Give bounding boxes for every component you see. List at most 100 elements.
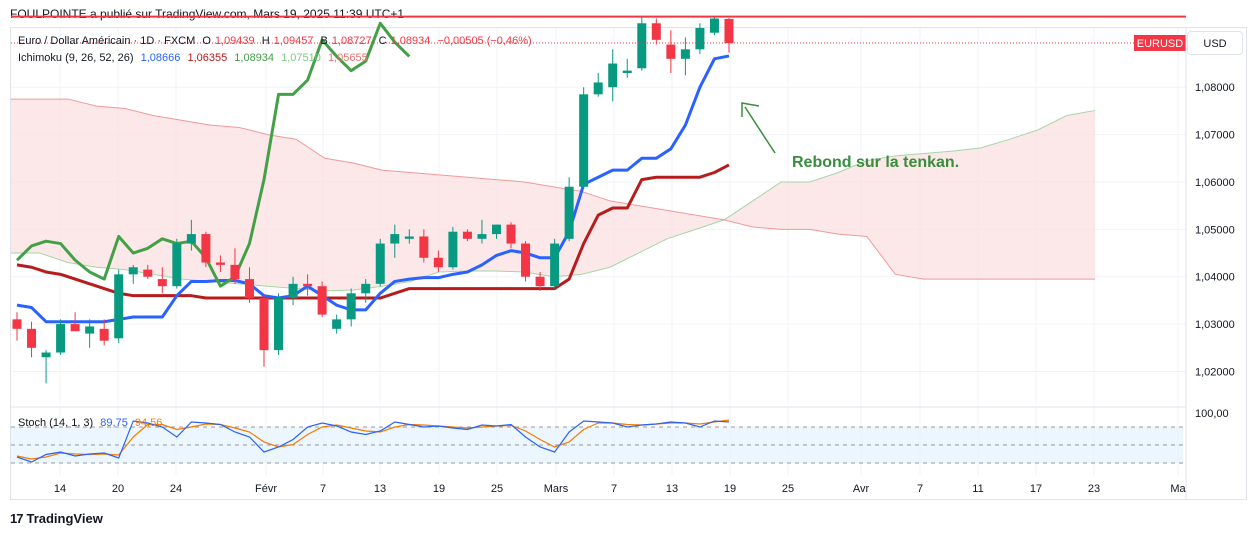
price-tick-label: 1,04000 bbox=[1195, 272, 1235, 284]
stochastic-pane: 100,00 bbox=[11, 408, 1229, 464]
candle-body bbox=[332, 319, 342, 329]
time-tick-label: 20 bbox=[112, 483, 124, 495]
close-value: 1,08934 bbox=[390, 35, 431, 47]
candle-body bbox=[56, 324, 66, 353]
high-value: 1,09457 bbox=[273, 35, 314, 47]
candle-body bbox=[215, 262, 225, 265]
candle-body bbox=[608, 63, 618, 88]
symbol-name[interactable]: Euro / Dollar Américain · 1D · FXCM bbox=[18, 35, 196, 47]
candle-body bbox=[491, 224, 501, 235]
candle-body bbox=[244, 279, 254, 299]
candle-body bbox=[433, 257, 443, 268]
candlesticks bbox=[12, 16, 734, 384]
ichimoku-legend[interactable]: Ichimoku (9, 26, 52, 26) 1,08666 1,06355… bbox=[18, 52, 372, 64]
time-tick-label: Avr bbox=[853, 483, 870, 495]
time-tick-label: 13 bbox=[666, 483, 678, 495]
time-tick-label: 13 bbox=[374, 483, 386, 495]
chikou-value: 1,08934 bbox=[234, 52, 275, 64]
candle-body bbox=[709, 18, 719, 33]
stoch-k-line bbox=[16, 420, 730, 463]
kijun-value: 1,06355 bbox=[187, 52, 228, 64]
time-tick-label: 24 bbox=[170, 483, 182, 495]
candle-body bbox=[680, 49, 690, 59]
candle-body bbox=[157, 279, 167, 287]
ichimoku-label: Ichimoku (9, 26, 52, 26) bbox=[18, 52, 134, 64]
time-tick-label: 7 bbox=[917, 483, 923, 495]
kijun-sen-line bbox=[16, 163, 730, 300]
candle-body bbox=[593, 82, 603, 95]
senkou-span-b-line bbox=[11, 98, 1095, 280]
candle-body bbox=[12, 319, 22, 329]
price-tick-label: 1,02000 bbox=[1195, 366, 1235, 378]
candle-body bbox=[274, 298, 284, 351]
candle-body bbox=[186, 234, 196, 244]
candle-body bbox=[448, 231, 458, 268]
candle-body bbox=[579, 94, 589, 187]
candle-body bbox=[477, 234, 487, 239]
tenkan-value: 1,08666 bbox=[140, 52, 181, 64]
price-tick-label: 1,06000 bbox=[1195, 177, 1235, 189]
kumo-cloud-area bbox=[11, 99, 1095, 291]
brand-name: TradingView bbox=[26, 511, 103, 526]
price-tick-label: 1,03000 bbox=[1195, 319, 1235, 331]
time-tick-label: 17 bbox=[1030, 483, 1042, 495]
candle-body bbox=[506, 224, 516, 244]
annotation-text: Rebond sur la tenkan. bbox=[792, 154, 959, 171]
candle-body bbox=[375, 243, 385, 284]
low-label: B bbox=[320, 35, 328, 47]
candle-body bbox=[535, 276, 545, 287]
symbol-legend: Euro / Dollar Américain · 1D · FXCM O 1,0… bbox=[18, 35, 536, 47]
candle-body bbox=[521, 243, 531, 277]
candle-body bbox=[259, 298, 269, 351]
candle-body bbox=[317, 286, 327, 315]
price-tick-label: 1,08000 bbox=[1195, 82, 1235, 94]
candle-body bbox=[85, 326, 95, 334]
candle-body bbox=[622, 70, 632, 74]
stoch-label: Stoch (14, 1, 3) bbox=[18, 417, 94, 429]
stoch-legend[interactable]: Stoch (14, 1, 3) 89,75 94,56 bbox=[18, 417, 166, 429]
time-tick-label: 19 bbox=[433, 483, 445, 495]
tradingview-footer[interactable]: 17 TradingView bbox=[10, 511, 103, 526]
time-tick-label: 25 bbox=[491, 483, 503, 495]
time-tick-label: Févr bbox=[255, 483, 277, 495]
candle-body bbox=[666, 44, 676, 59]
chikou-span-line bbox=[15, 21, 411, 288]
candle-body bbox=[114, 274, 124, 339]
annotation-arrow bbox=[744, 106, 776, 154]
time-tick-label: 25 bbox=[782, 483, 794, 495]
candle-body bbox=[695, 28, 705, 50]
candle-body bbox=[27, 328, 37, 348]
ichimoku-lines bbox=[15, 21, 730, 324]
time-tick-label: 19 bbox=[724, 483, 736, 495]
candle-body bbox=[288, 283, 298, 299]
open-value: 1,09439 bbox=[214, 35, 255, 47]
change-value: −0,00505 (−0,46%) bbox=[437, 35, 532, 47]
candle-body bbox=[99, 328, 109, 341]
stoch-scale-label: 100,00 bbox=[1195, 408, 1229, 420]
stoch-d-value: 94,56 bbox=[134, 417, 163, 429]
tenkan-sen-line bbox=[16, 54, 730, 324]
candle-body bbox=[70, 324, 80, 332]
symbol-badge-label: EURUSD bbox=[1137, 38, 1184, 50]
candle-body bbox=[361, 283, 371, 294]
candle-body bbox=[143, 269, 153, 277]
chart-frame bbox=[10, 27, 1247, 500]
stoch-k-value: 89,75 bbox=[100, 417, 128, 429]
candle-body bbox=[346, 293, 356, 320]
time-tick-label: 11 bbox=[972, 483, 983, 495]
time-axis: 14 20 24 Févr 7 13 19 25 Mars 7 13 19 25 Avr 7 11 17 23 Ma bbox=[54, 483, 1187, 495]
span-a-value: 1,07510 bbox=[281, 52, 321, 64]
span-b-value: 1,05655 bbox=[327, 52, 368, 64]
candle-body bbox=[404, 236, 414, 239]
candle-body bbox=[550, 243, 560, 287]
close-label: C bbox=[378, 35, 387, 47]
candle-body bbox=[128, 267, 138, 275]
price-tick-label: 1,05000 bbox=[1195, 224, 1235, 236]
candle-body bbox=[172, 243, 182, 287]
candle-body bbox=[390, 234, 400, 244]
open-label: O bbox=[202, 35, 211, 47]
time-tick-label: 14 bbox=[54, 483, 66, 495]
currency-button[interactable]: USD bbox=[1187, 31, 1243, 55]
candle-body bbox=[230, 264, 240, 280]
